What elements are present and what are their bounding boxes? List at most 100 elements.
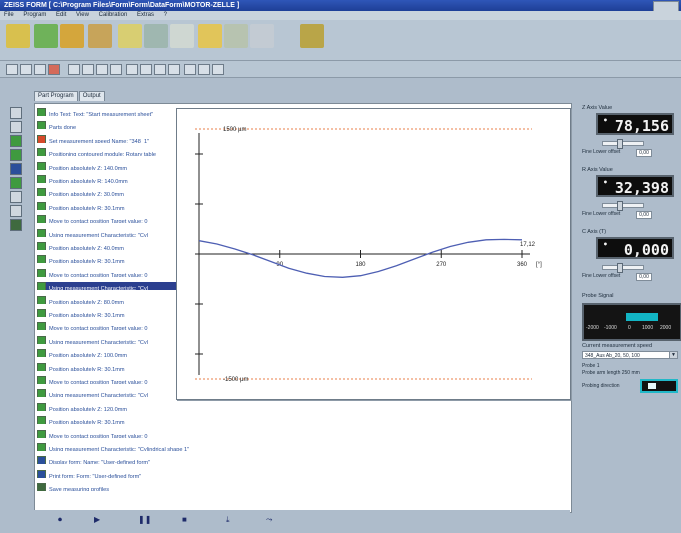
zoom-out-icon[interactable]: [198, 64, 210, 75]
z-speed-thumb[interactable]: [617, 139, 623, 149]
delete-icon[interactable]: [110, 64, 122, 75]
program-step[interactable]: Position absolutely Z: 120.0mm: [37, 402, 212, 411]
program-step[interactable]: Set measurement speed Name: "348_1": [37, 134, 212, 143]
program-step[interactable]: Position absolutely R: 140.0mm: [37, 175, 212, 183]
program-step[interactable]: Position absolutely R: 30.1mm: [37, 201, 212, 210]
menu-extras[interactable]: Extras: [136, 12, 154, 18]
tab-output[interactable]: Output: [78, 91, 105, 101]
cut-icon[interactable]: [68, 64, 80, 75]
open-program-icon[interactable]: [34, 24, 58, 48]
program-step[interactable]: Using measurement Characteristic: "Cyl: [37, 389, 212, 398]
deviation-curve: [198, 238, 523, 278]
menu-help[interactable]: ?: [163, 12, 168, 18]
help-icon[interactable]: [6, 24, 30, 48]
program-step[interactable]: Position absolutely R: 30.1mm: [37, 416, 212, 425]
record-icon[interactable]: [48, 64, 60, 75]
tools-icon[interactable]: [224, 24, 248, 48]
lower-limit-label: -1500 µm: [223, 377, 248, 383]
program-step[interactable]: Move to contact position Target value: 0: [37, 215, 212, 224]
evaluation-icon[interactable]: [144, 24, 168, 48]
menu-calibration[interactable]: Calibration: [98, 12, 128, 18]
play-button[interactable]: ▶: [94, 515, 101, 524]
menu-file[interactable]: File: [4, 12, 14, 18]
program-step[interactable]: Move to contact position Target value: 0: [37, 322, 212, 331]
r-speed-thumb[interactable]: [617, 201, 623, 211]
select-icon[interactable]: [10, 107, 22, 119]
position-icon[interactable]: [10, 135, 22, 147]
program-step[interactable]: Info Text: Text: "Start measurement shee…: [37, 108, 212, 116]
step-over-button[interactable]: ⤳: [266, 515, 273, 524]
chevron-down-icon[interactable]: ▼: [669, 352, 677, 358]
c-axis-value: 0,000: [623, 241, 669, 259]
move-up-icon[interactable]: [140, 64, 152, 75]
z-sub-label: Fine Lower offset: [582, 149, 621, 155]
program-step[interactable]: Position absolutely Z: 80.0mm: [37, 295, 212, 304]
measure-step-icon[interactable]: [10, 163, 22, 175]
new-icon[interactable]: [6, 64, 18, 75]
program-step[interactable]: Move to contact position Target value: 0: [37, 429, 212, 438]
paste-icon[interactable]: [96, 64, 108, 75]
fit-view-icon[interactable]: [212, 64, 224, 75]
program-step[interactable]: Using measurement Characteristic: "Cyl: [37, 335, 212, 344]
open-icon[interactable]: [20, 64, 32, 75]
pause-button[interactable]: ❚❚: [138, 515, 152, 524]
program-step[interactable]: Position absolutely R: 30.1mm: [37, 362, 212, 371]
program-step[interactable]: Positioning contoured module: Rotary tab…: [37, 148, 212, 157]
program-step[interactable]: Save measuring profiles: [37, 483, 212, 492]
move-down-icon[interactable]: [154, 64, 166, 75]
program-step[interactable]: Position absolutely R: 30.1mm: [37, 255, 212, 264]
r-offset-field[interactable]: 0,00: [636, 211, 652, 219]
stop-button[interactable]: ■: [182, 515, 187, 524]
edit-program-icon[interactable]: [60, 24, 84, 48]
r-speed-slider[interactable]: [602, 201, 644, 211]
step-button[interactable]: ⤓: [226, 515, 230, 524]
save-icon[interactable]: [34, 64, 46, 75]
z-offset-field[interactable]: 0,00: [636, 149, 652, 157]
contact-icon[interactable]: [10, 149, 22, 161]
program-step[interactable]: Position absolutely Z: 100.0mm: [37, 349, 212, 358]
display-icon[interactable]: [10, 191, 22, 203]
insert-icon[interactable]: [126, 64, 138, 75]
exit-icon[interactable]: [300, 24, 324, 48]
program-step[interactable]: Position absolutely Z: 140.0mm: [37, 161, 212, 170]
list-icon[interactable]: [10, 121, 22, 133]
program-step[interactable]: Using measurement Characteristic: "Cyl: [37, 282, 212, 291]
c-offset-field[interactable]: 0,00: [636, 273, 652, 281]
program-step[interactable]: Using measurement Characteristic: "Cylin…: [37, 443, 212, 451]
print-icon[interactable]: [10, 205, 22, 217]
program-step[interactable]: Position absolutely Z: 30.0mm: [37, 188, 212, 197]
calibrate-icon[interactable]: [118, 24, 142, 48]
step-text: Move to contact position Target value: 0: [49, 326, 148, 331]
record-button[interactable]: ⏺: [58, 515, 62, 524]
program-step[interactable]: Move to contact position Target value: 0: [37, 376, 212, 384]
program-step[interactable]: Move to contact position Target value: 0: [37, 268, 212, 277]
program-step[interactable]: Position absolutely R: 30.1mm: [37, 309, 212, 317]
step-type-icon: [37, 469, 46, 478]
save-profile-icon[interactable]: [10, 219, 22, 231]
c-speed-thumb[interactable]: [617, 263, 623, 273]
measure-icon[interactable]: [88, 24, 112, 48]
program-step[interactable]: Parts done: [37, 121, 212, 130]
program-step[interactable]: Using measurement Characteristic: "Cyl: [37, 228, 212, 237]
step-text: Position absolutely R: 30.1mm: [49, 313, 125, 317]
program-step[interactable]: Print form: Form: "User-defined form": [37, 469, 212, 478]
c-speed-slider[interactable]: [602, 263, 644, 273]
toggle-knob[interactable]: [648, 383, 656, 389]
program-step[interactable]: Position absolutely Z: 40.0mm: [37, 242, 212, 250]
program-step[interactable]: Display form: Name: "User-defined form": [37, 456, 212, 465]
form-icon[interactable]: [170, 24, 194, 48]
table-icon[interactable]: [250, 24, 274, 48]
tab-part-program[interactable]: Part Program: [34, 91, 78, 101]
properties-icon[interactable]: [168, 64, 180, 75]
z-speed-slider[interactable]: [602, 139, 644, 149]
speed-combo[interactable]: 348_Aus Ab_20, 50, 100 ▼: [582, 351, 678, 359]
zoom-in-icon[interactable]: [184, 64, 196, 75]
probing-direction-toggle[interactable]: [640, 379, 678, 393]
copy-icon[interactable]: [82, 64, 94, 75]
print-form-icon[interactable]: [198, 24, 222, 48]
menu-program[interactable]: Program: [23, 12, 47, 18]
menu-edit[interactable]: Edit: [56, 12, 67, 18]
characteristic-icon[interactable]: [10, 177, 22, 189]
menu-view[interactable]: View: [76, 12, 89, 18]
